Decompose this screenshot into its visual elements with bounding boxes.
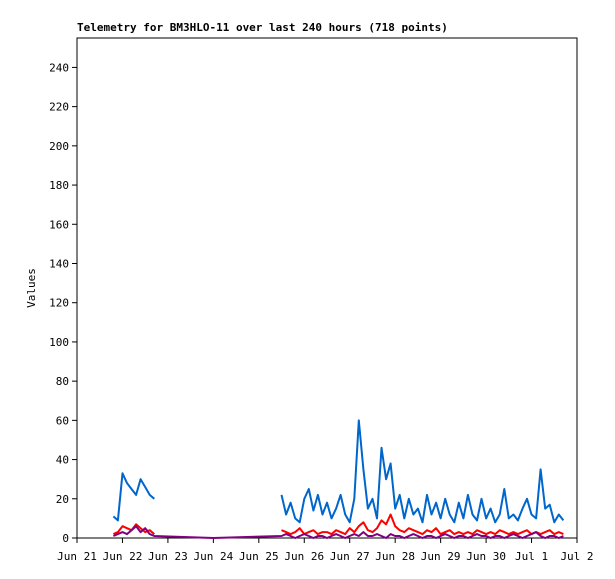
x-tick-label: Jun 30 bbox=[466, 550, 506, 563]
y-tick-label: 180 bbox=[49, 179, 69, 192]
x-tick-label: Jun 29 bbox=[421, 550, 461, 563]
y-axis-label: Values bbox=[25, 268, 38, 308]
chart-title: Telemetry for BM3HLO-11 over last 240 ho… bbox=[77, 21, 448, 34]
y-tick-label: 40 bbox=[56, 454, 69, 467]
y-tick-label: 200 bbox=[49, 140, 69, 153]
y-tick-label: 20 bbox=[56, 493, 69, 506]
y-tick-label: 120 bbox=[49, 297, 69, 310]
x-tick-label: Jun 22 bbox=[103, 550, 143, 563]
x-tick-label: Jun 21 bbox=[57, 550, 97, 563]
x-tick-label: Jul 2 bbox=[560, 550, 593, 563]
x-tick-label: Jun 24 bbox=[193, 550, 233, 563]
y-tick-label: 220 bbox=[49, 101, 69, 114]
data-line bbox=[112, 419, 565, 524]
y-tick-label: 80 bbox=[56, 375, 69, 388]
y-tick-label: 0 bbox=[62, 532, 69, 545]
y-tick-label: 240 bbox=[49, 61, 69, 74]
y-tick-label: 140 bbox=[49, 257, 69, 270]
x-tick-label: Jun 23 bbox=[148, 550, 188, 563]
y-tick-label: 60 bbox=[56, 414, 69, 427]
x-tick-label: Jun 27 bbox=[330, 550, 370, 563]
x-tick-label: Jun 26 bbox=[284, 550, 324, 563]
x-tick-label: Jun 25 bbox=[239, 550, 279, 563]
y-tick-label: 100 bbox=[49, 336, 69, 349]
data-line bbox=[113, 525, 564, 539]
x-tick-label: Jul 1 bbox=[515, 550, 548, 563]
y-tick-label: 160 bbox=[49, 218, 69, 231]
x-tick-label: Jun 28 bbox=[375, 550, 415, 563]
